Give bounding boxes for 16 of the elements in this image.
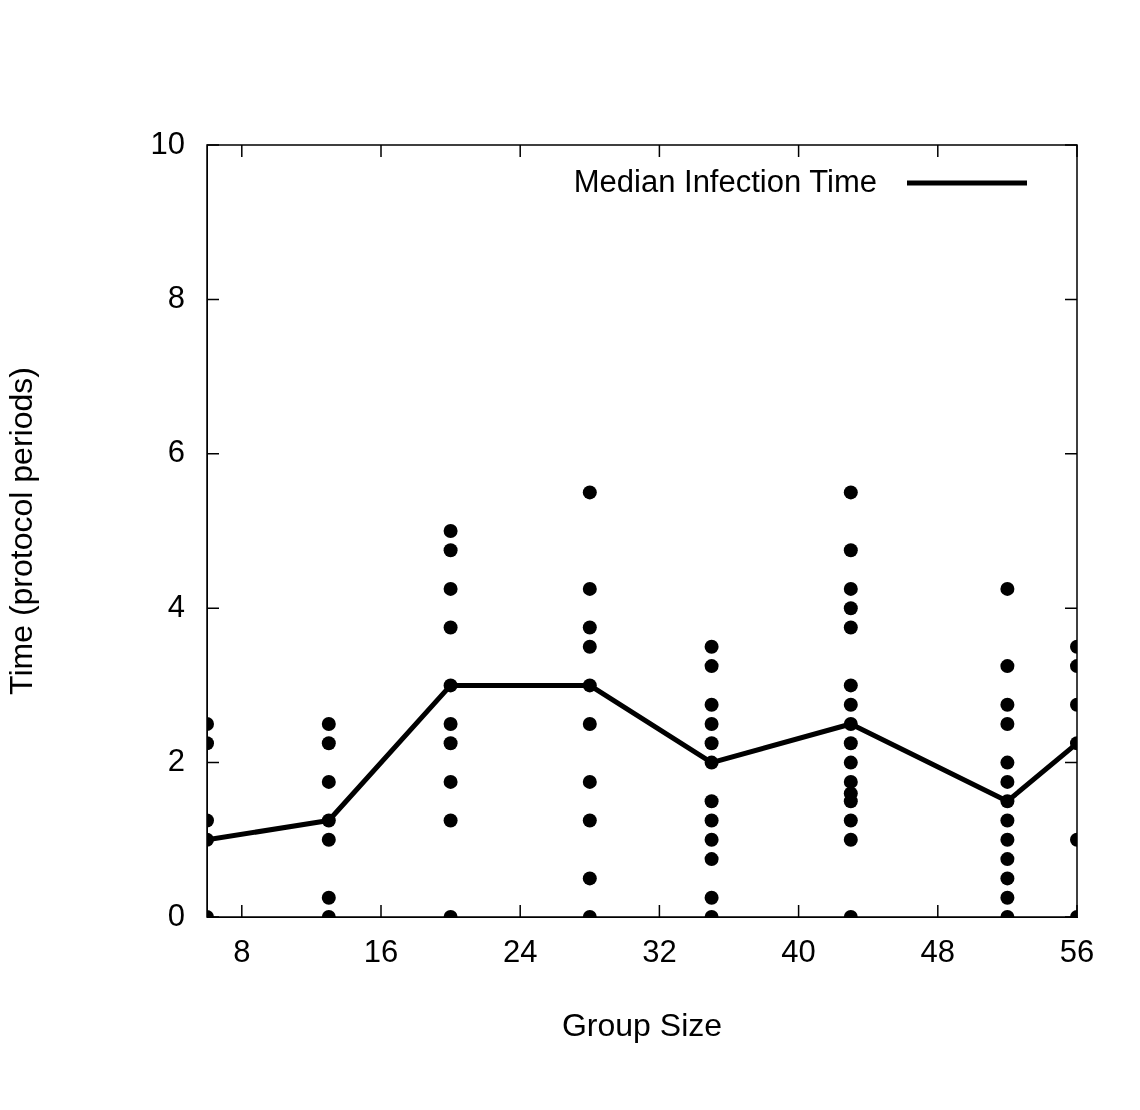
x-axis-title: Group Size	[561, 1006, 723, 1043]
x-tick-label: 8	[233, 934, 251, 970]
y-tick-label: 8	[167, 279, 185, 315]
y-tick-label: 4	[167, 588, 185, 624]
y-axis-title: Time (protocol periods)	[3, 367, 40, 695]
x-tick-label: 56	[1059, 934, 1095, 970]
x-tick-label: 48	[920, 934, 956, 970]
y-tick-label: 6	[167, 434, 185, 470]
y-tick-label: 10	[150, 125, 185, 161]
y-tick-label: 2	[167, 743, 185, 779]
x-tick-label: 32	[642, 934, 677, 970]
legend-label: Median Infection Time	[573, 163, 877, 199]
x-tick-label: 24	[502, 934, 538, 970]
x-tick-label: 16	[363, 934, 399, 970]
x-tick-label: 40	[781, 934, 816, 970]
y-tick-label: 0	[167, 897, 185, 933]
